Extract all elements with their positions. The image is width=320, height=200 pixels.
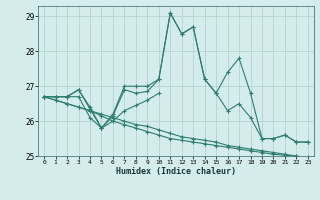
X-axis label: Humidex (Indice chaleur): Humidex (Indice chaleur) [116,167,236,176]
